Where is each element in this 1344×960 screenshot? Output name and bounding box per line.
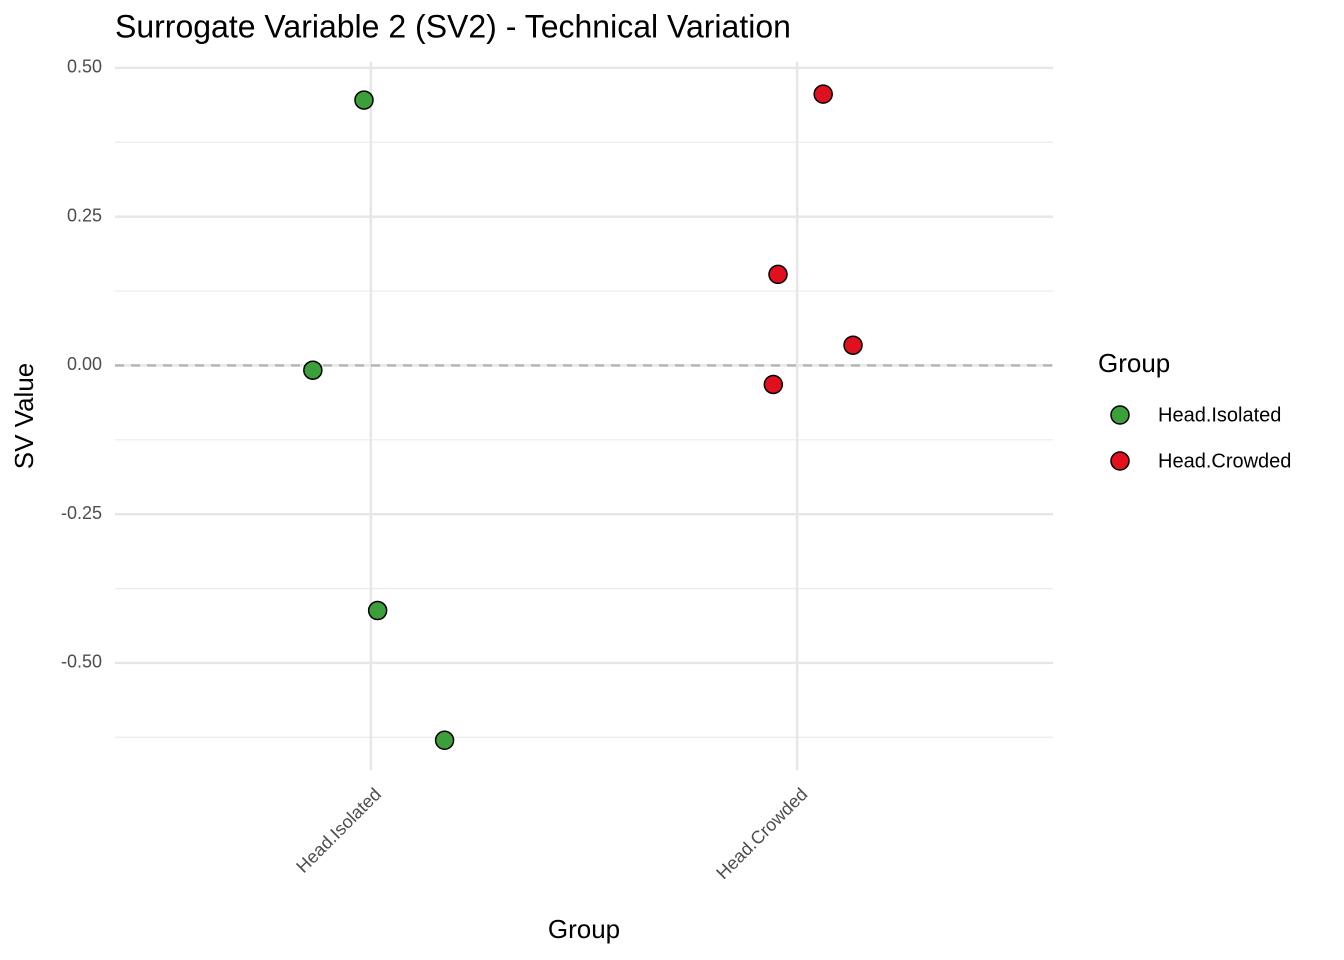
point: [434, 730, 455, 751]
point: [303, 360, 323, 380]
y-tick-label: 0.25: [67, 205, 102, 225]
point: [367, 600, 388, 621]
y-tick-label: 0.00: [67, 354, 102, 374]
point: [843, 335, 863, 355]
y-axis-title: SV Value: [9, 363, 39, 469]
legend-label: Head.Crowded: [1158, 450, 1291, 472]
x-tick-label: Head.Crowded: [712, 784, 811, 883]
x-tick-label: Head.Isolated: [292, 784, 385, 877]
point: [813, 84, 833, 104]
point: [768, 264, 788, 285]
legend-swatch: [1110, 405, 1130, 425]
point: [354, 90, 374, 110]
legend-label: Head.Isolated: [1158, 404, 1281, 426]
point: [763, 374, 784, 395]
legend-swatch: [1110, 451, 1130, 471]
y-tick-label: -0.25: [61, 503, 102, 523]
legend-title: Group: [1098, 348, 1170, 378]
y-tick-label: -0.50: [61, 652, 102, 672]
chart-title: Surrogate Variable 2 (SV2) - Technical V…: [115, 8, 791, 44]
y-tick-label: 0.50: [67, 57, 102, 77]
x-axis-title: Group: [548, 914, 620, 944]
